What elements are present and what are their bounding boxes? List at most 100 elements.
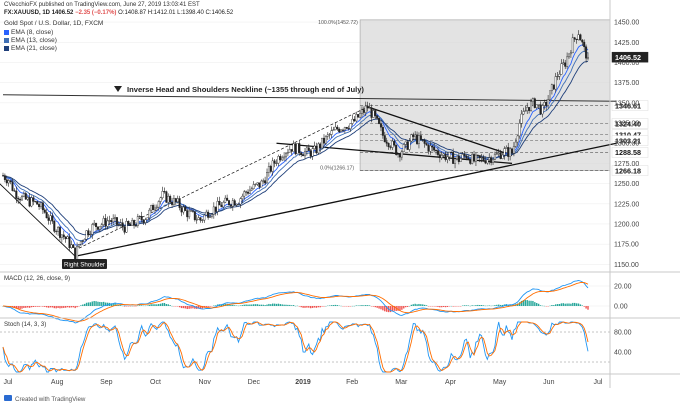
candle-body — [95, 222, 98, 227]
y-tick-label: 1225.00 — [614, 201, 639, 208]
candle-body — [285, 152, 288, 158]
macd-histogram-bar — [258, 304, 261, 306]
macd-histogram-bar — [289, 304, 291, 306]
macd-histogram-bar — [330, 305, 333, 306]
candle-body — [237, 203, 240, 205]
candle-body — [533, 98, 536, 108]
candle-body — [444, 153, 447, 160]
candle-body — [13, 190, 16, 192]
macd-histogram-bar — [66, 306, 69, 308]
macd-histogram-bar — [347, 306, 350, 307]
candle-body — [317, 143, 320, 154]
macd-histogram-bar — [526, 300, 528, 306]
candle-body — [150, 205, 153, 211]
candle-body — [47, 217, 50, 221]
macd-histogram-bar — [55, 306, 57, 309]
macd-histogram-bar — [418, 303, 420, 306]
candle-body — [66, 236, 69, 240]
macd-histogram-bar — [102, 301, 105, 306]
macd-histogram-bar — [230, 304, 232, 306]
macd-histogram-bar — [498, 304, 500, 306]
legend-ema13[interactable]: EMA (13, close) — [4, 37, 57, 44]
candle-body — [507, 147, 510, 157]
candle-body — [571, 37, 574, 54]
candle-body — [514, 141, 517, 147]
candle-body — [326, 134, 329, 137]
macd-histogram-bar — [479, 305, 481, 306]
macd-histogram-bar — [154, 304, 156, 306]
candle-body — [389, 146, 392, 148]
candle-body — [28, 197, 31, 207]
price-axis[interactable]: 1150.00 1175.00 1200.00 1225.00 1250.00 1275.… — [614, 20, 639, 269]
macd-histogram-bar — [19, 306, 21, 310]
stoch-tick-label: 40.00 — [614, 350, 632, 357]
candle-body — [478, 155, 481, 159]
candle-body — [252, 184, 255, 189]
candle-body — [241, 195, 244, 199]
macd-histogram-bar — [82, 304, 84, 306]
fib-top-label: 100.0%(1452.72) — [318, 20, 358, 26]
candle-body — [131, 220, 134, 226]
candle-body — [568, 53, 571, 58]
candle-body — [482, 157, 485, 161]
macd-histogram-bar — [471, 305, 473, 306]
x-tick-label: Jul — [4, 379, 13, 386]
candle-body — [322, 137, 325, 144]
candle-body — [357, 114, 360, 118]
candle-body — [247, 191, 250, 194]
macd-histogram-bar — [161, 303, 164, 306]
candle-body — [70, 244, 73, 248]
macd-histogram-bar — [283, 304, 285, 306]
macd-histogram-bar — [140, 305, 143, 306]
macd-histogram-bar — [452, 306, 454, 307]
macd-histogram-bar — [260, 304, 263, 306]
tradingview-footer[interactable]: Created with TradingView — [4, 395, 86, 403]
macd-histogram-bar — [32, 306, 35, 308]
candle-body — [362, 109, 365, 113]
macd-histogram-bar — [393, 306, 395, 311]
candle-body — [220, 204, 223, 208]
legend-ema21-label: EMA (21, close) — [11, 45, 57, 52]
macd-histogram-bar — [372, 306, 375, 307]
x-tick-label: 2019 — [295, 379, 311, 386]
candle-body — [309, 150, 312, 157]
macd-histogram-bar — [378, 306, 380, 309]
candle-body — [294, 143, 297, 155]
legend-ema21[interactable]: EMA (21, close) — [4, 45, 57, 52]
candle-body — [490, 157, 493, 163]
candle-body — [81, 240, 84, 242]
macd-histogram-bar — [165, 303, 168, 306]
y-tick-label: 1325.00 — [614, 121, 639, 128]
candle-body — [212, 206, 215, 215]
candle-body — [564, 62, 567, 67]
candle-body — [581, 40, 584, 43]
candle-body — [100, 224, 103, 227]
candle-body — [305, 147, 308, 152]
candle-body — [178, 198, 181, 208]
candle-body — [191, 210, 194, 212]
legend-ema8[interactable]: EMA (8, close) — [4, 29, 53, 36]
candle-body — [87, 230, 90, 236]
candle-body — [26, 197, 29, 200]
x-tick-label: Feb — [346, 379, 358, 386]
candle-body — [531, 98, 534, 102]
candle-body — [452, 152, 455, 164]
candle-body — [273, 160, 276, 164]
candle-body — [372, 110, 375, 118]
macd-histogram-bar — [273, 303, 276, 306]
candle-body — [516, 135, 519, 143]
candle-body — [193, 211, 196, 220]
macd-histogram-bar — [530, 300, 532, 306]
candle-body — [545, 102, 548, 106]
candle-body — [153, 207, 156, 211]
legend-series[interactable]: Gold Spot / U.S. Dollar, 1D, FXCM — [4, 20, 103, 27]
x-tick-label: May — [493, 379, 507, 386]
macd-histogram-bar — [34, 306, 36, 307]
macd-histogram-bar — [404, 306, 407, 308]
macd-histogram-bar — [61, 306, 63, 309]
candle-body — [360, 109, 363, 114]
macd-histogram-bar — [64, 306, 67, 308]
time-axis[interactable]: Jul Aug Sep Oct Nov Dec 2019 Feb Mar Apr May Jun Jul — [4, 379, 603, 386]
candle-body — [575, 38, 578, 40]
macd-histogram-bar — [494, 305, 496, 306]
